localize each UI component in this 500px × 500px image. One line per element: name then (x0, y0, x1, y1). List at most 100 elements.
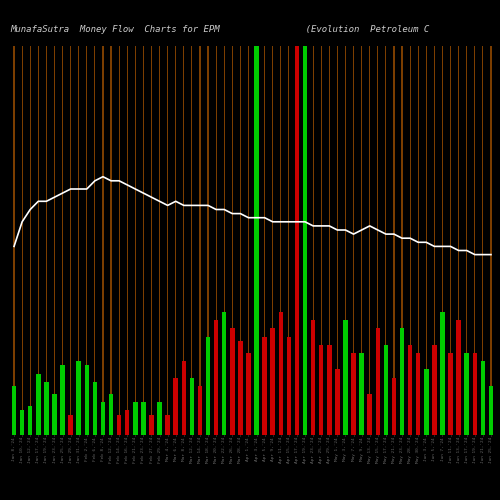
Bar (450, 46, 451, 435)
Bar (474, 46, 476, 435)
Bar (368, 394, 372, 435)
Bar (92, 382, 97, 435)
Bar (109, 394, 114, 435)
Bar (28, 406, 32, 435)
Bar (94, 46, 96, 435)
Bar (240, 46, 241, 435)
Bar (286, 336, 291, 435)
Bar (480, 361, 485, 435)
Bar (256, 46, 257, 435)
Bar (68, 414, 73, 435)
Bar (214, 320, 218, 435)
Bar (222, 312, 226, 435)
Bar (143, 46, 144, 435)
Bar (166, 414, 170, 435)
Bar (345, 46, 346, 435)
Bar (12, 386, 16, 435)
Bar (54, 46, 55, 435)
Bar (206, 336, 210, 435)
Bar (296, 46, 298, 435)
Text: MunafaSutra  Money Flow  Charts for EPM                (Evolution  Petroleum C: MunafaSutra Money Flow Charts for EPM (E… (10, 25, 429, 34)
Bar (44, 382, 48, 435)
Bar (76, 361, 81, 435)
Bar (361, 46, 362, 435)
Bar (118, 46, 120, 435)
Bar (311, 320, 316, 435)
Bar (384, 345, 388, 435)
Bar (159, 46, 160, 435)
Bar (442, 46, 443, 435)
Bar (117, 414, 121, 435)
Bar (426, 46, 427, 435)
Bar (327, 345, 332, 435)
Bar (448, 353, 453, 435)
Bar (272, 46, 274, 435)
Bar (288, 46, 290, 435)
Bar (254, 46, 259, 435)
Bar (408, 345, 412, 435)
Bar (418, 46, 419, 435)
Bar (488, 386, 493, 435)
Bar (183, 46, 184, 435)
Bar (278, 312, 283, 435)
Bar (149, 414, 154, 435)
Bar (62, 46, 63, 435)
Bar (320, 46, 322, 435)
Bar (400, 328, 404, 435)
Bar (482, 46, 484, 435)
Bar (270, 328, 275, 435)
Bar (158, 402, 162, 435)
Bar (464, 353, 469, 435)
Bar (416, 353, 420, 435)
Bar (392, 378, 396, 435)
Bar (232, 46, 233, 435)
Bar (182, 361, 186, 435)
Bar (352, 353, 356, 435)
Bar (52, 394, 56, 435)
Bar (353, 46, 354, 435)
Bar (376, 328, 380, 435)
Bar (424, 370, 428, 435)
Bar (335, 370, 340, 435)
Bar (458, 46, 459, 435)
Bar (248, 46, 249, 435)
Bar (141, 402, 146, 435)
Bar (238, 340, 242, 435)
Bar (86, 46, 88, 435)
Bar (304, 46, 306, 435)
Bar (151, 46, 152, 435)
Bar (434, 46, 435, 435)
Bar (190, 378, 194, 435)
Bar (174, 378, 178, 435)
Bar (472, 353, 477, 435)
Bar (38, 46, 39, 435)
Bar (36, 374, 40, 435)
Bar (230, 328, 234, 435)
Bar (134, 46, 136, 435)
Bar (133, 402, 138, 435)
Bar (466, 46, 468, 435)
Bar (110, 46, 112, 435)
Bar (126, 46, 128, 435)
Bar (280, 46, 281, 435)
Bar (84, 366, 89, 435)
Bar (328, 46, 330, 435)
Bar (167, 46, 168, 435)
Bar (30, 46, 31, 435)
Bar (312, 46, 314, 435)
Bar (246, 353, 250, 435)
Bar (294, 46, 299, 435)
Bar (20, 410, 24, 435)
Bar (262, 336, 267, 435)
Bar (46, 46, 47, 435)
Bar (303, 46, 308, 435)
Bar (125, 410, 130, 435)
Bar (440, 312, 444, 435)
Bar (432, 345, 436, 435)
Bar (456, 320, 461, 435)
Bar (60, 366, 65, 435)
Bar (490, 46, 492, 435)
Bar (360, 353, 364, 435)
Bar (198, 386, 202, 435)
Bar (100, 402, 105, 435)
